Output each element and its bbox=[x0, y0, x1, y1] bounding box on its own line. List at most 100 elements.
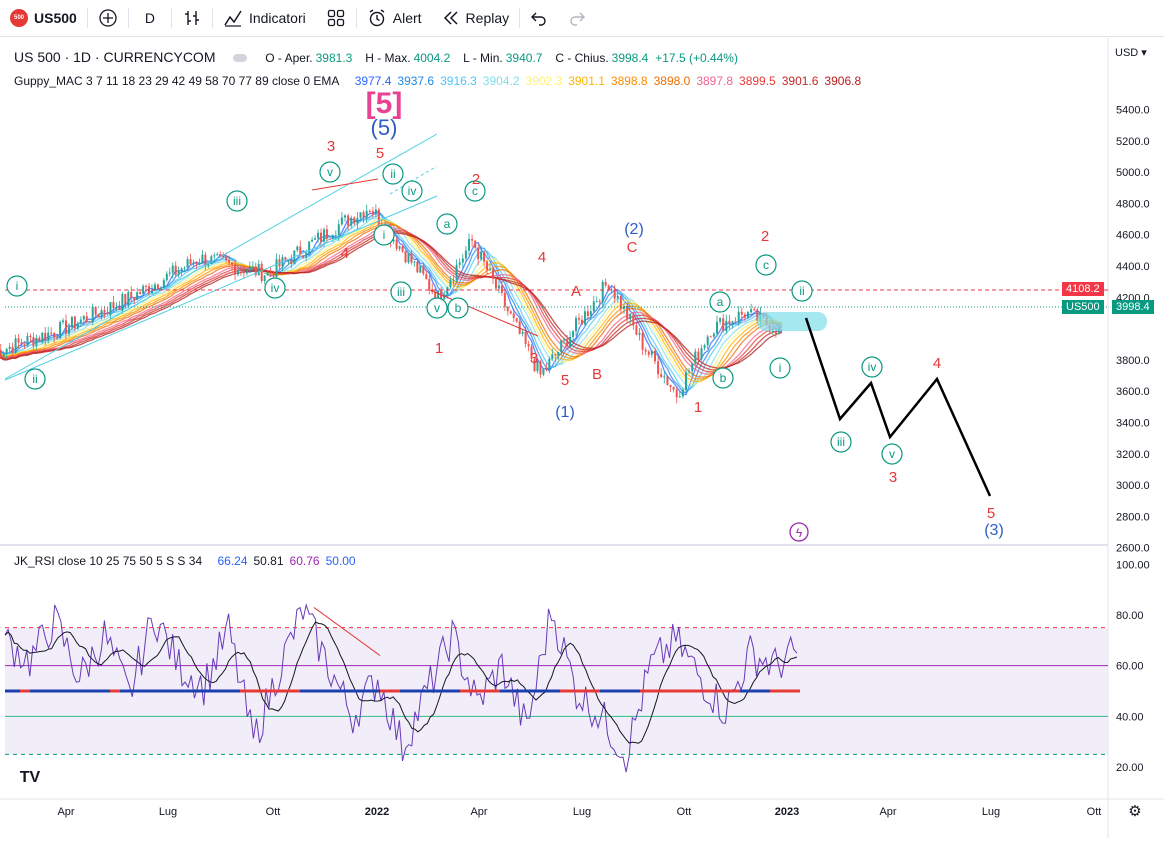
candle-body bbox=[142, 286, 145, 294]
price-tick-label: 5200.0 bbox=[1116, 136, 1150, 148]
candle-body bbox=[458, 262, 461, 265]
candle-body bbox=[305, 253, 308, 258]
candle-body bbox=[139, 292, 142, 294]
wave-label-a: a bbox=[717, 295, 724, 309]
candle-body bbox=[575, 318, 578, 332]
candle-body bbox=[156, 284, 159, 290]
candle-body bbox=[320, 232, 323, 242]
candle-body bbox=[124, 294, 127, 305]
wave-circle bbox=[6, 275, 28, 297]
candle-body bbox=[398, 246, 401, 249]
replay-button[interactable]: Replay bbox=[432, 0, 520, 36]
candle-body bbox=[210, 256, 213, 265]
rsi-label: JK_RSI close 10 25 75 50 5 S S 34 bbox=[14, 554, 203, 568]
rsi-tick-label: 60.00 bbox=[1116, 661, 1144, 673]
chart-area[interactable]: 5400.0 5200.0 5000.0 4800.0 4600.0 4400.0 4200… bbox=[0, 38, 1164, 838]
candle-body bbox=[697, 351, 700, 360]
wave-label-c: c bbox=[472, 184, 478, 198]
rsi-value-0: 66.24 bbox=[217, 554, 248, 568]
candle-body bbox=[177, 271, 180, 275]
candle-body bbox=[159, 288, 162, 290]
symbol-selector[interactable]: 500 US500 bbox=[0, 0, 87, 36]
candle-body bbox=[685, 372, 687, 390]
currency-selector[interactable]: USD ▾ bbox=[1115, 47, 1147, 59]
candle-body bbox=[446, 287, 449, 295]
wave-label-3: 3 bbox=[327, 138, 335, 155]
alarm-clock-icon bbox=[369, 9, 385, 27]
legend-settings-icon[interactable] bbox=[233, 54, 248, 63]
time-tick-label: Apr bbox=[57, 806, 74, 818]
candle-body bbox=[213, 255, 216, 257]
wave-label-(3): (3) bbox=[984, 522, 1004, 539]
candle-body bbox=[725, 320, 728, 332]
alert-button[interactable]: Alert bbox=[357, 0, 432, 36]
candle-body bbox=[486, 261, 489, 271]
candle-body bbox=[672, 386, 675, 390]
candle-body bbox=[650, 351, 653, 355]
candle-body bbox=[722, 318, 725, 332]
candle-body bbox=[136, 292, 139, 301]
chart-type-button[interactable] bbox=[172, 0, 212, 36]
candle-body bbox=[566, 339, 569, 347]
candle-body bbox=[186, 259, 189, 268]
wave-circle bbox=[769, 357, 791, 379]
price-tick-label: 4400.0 bbox=[1116, 261, 1150, 273]
wave-label-iii: iii bbox=[397, 285, 405, 299]
candle-body bbox=[530, 346, 533, 360]
candle-body bbox=[353, 217, 356, 224]
candle-body bbox=[0, 350, 2, 357]
candle-body bbox=[340, 217, 343, 225]
candle-body bbox=[257, 263, 260, 276]
rsi-tick-label: 40.00 bbox=[1116, 711, 1144, 723]
compare-add-button[interactable] bbox=[88, 0, 128, 36]
ohlc-close-label: C - Chius. bbox=[555, 51, 609, 65]
divider bbox=[211, 8, 213, 28]
candle-body bbox=[700, 348, 703, 360]
candle-body bbox=[344, 215, 346, 218]
trend-channel-upper bbox=[4, 133, 438, 380]
candle-body bbox=[503, 292, 506, 307]
candle-body bbox=[548, 358, 551, 370]
candle-body bbox=[287, 260, 290, 262]
candle-body bbox=[94, 306, 97, 315]
lightning-icon: ϟ bbox=[796, 526, 803, 540]
candle-body bbox=[17, 338, 20, 343]
interval-button[interactable]: D bbox=[129, 0, 171, 36]
candle-body bbox=[468, 239, 470, 251]
candle-body bbox=[153, 284, 156, 291]
chart-canvas[interactable]: 5400.05200.05000.04800.04600.04400.04200… bbox=[0, 38, 1164, 838]
price-pane bbox=[5, 40, 1108, 543]
candle-body bbox=[410, 253, 413, 263]
symbol-logo-icon: 500 bbox=[10, 9, 28, 27]
price-tick-label: 3000.0 bbox=[1116, 480, 1150, 492]
main-legend: US 500 · 1D · CURRENCYCOM O - Aper. 3981.… bbox=[14, 49, 741, 65]
wave-label-ii: ii bbox=[799, 284, 804, 298]
projection-path bbox=[804, 317, 992, 497]
time-tick-label: Lug bbox=[982, 806, 1000, 818]
wave-label-b: b bbox=[455, 301, 462, 315]
candle-body bbox=[521, 332, 524, 334]
candle-body bbox=[130, 292, 133, 298]
candle-body bbox=[263, 275, 266, 281]
guppy-value-4: 3902.3 bbox=[525, 74, 563, 88]
candle-body bbox=[572, 331, 575, 337]
price-tick-label: 5000.0 bbox=[1116, 167, 1150, 179]
ohlc-change: +17.5 (+0.44%) bbox=[655, 51, 738, 65]
divider bbox=[355, 8, 357, 28]
layouts-button[interactable] bbox=[316, 0, 356, 36]
candle-body bbox=[774, 330, 777, 334]
wave-circle bbox=[436, 213, 458, 235]
candle-body bbox=[728, 320, 731, 324]
candle-body bbox=[103, 310, 106, 313]
guppy-value-11: 3906.8 bbox=[824, 74, 862, 88]
candle-body bbox=[392, 239, 395, 242]
candle-body bbox=[610, 289, 613, 291]
candle-body bbox=[231, 262, 234, 265]
candle-body bbox=[443, 294, 446, 300]
undo-button[interactable] bbox=[520, 0, 558, 36]
redo-button[interactable] bbox=[558, 0, 596, 36]
candle-body bbox=[59, 322, 62, 339]
indicators-button[interactable]: Indicatori bbox=[213, 0, 316, 36]
candle-body bbox=[743, 314, 746, 318]
candle-body bbox=[73, 316, 76, 329]
